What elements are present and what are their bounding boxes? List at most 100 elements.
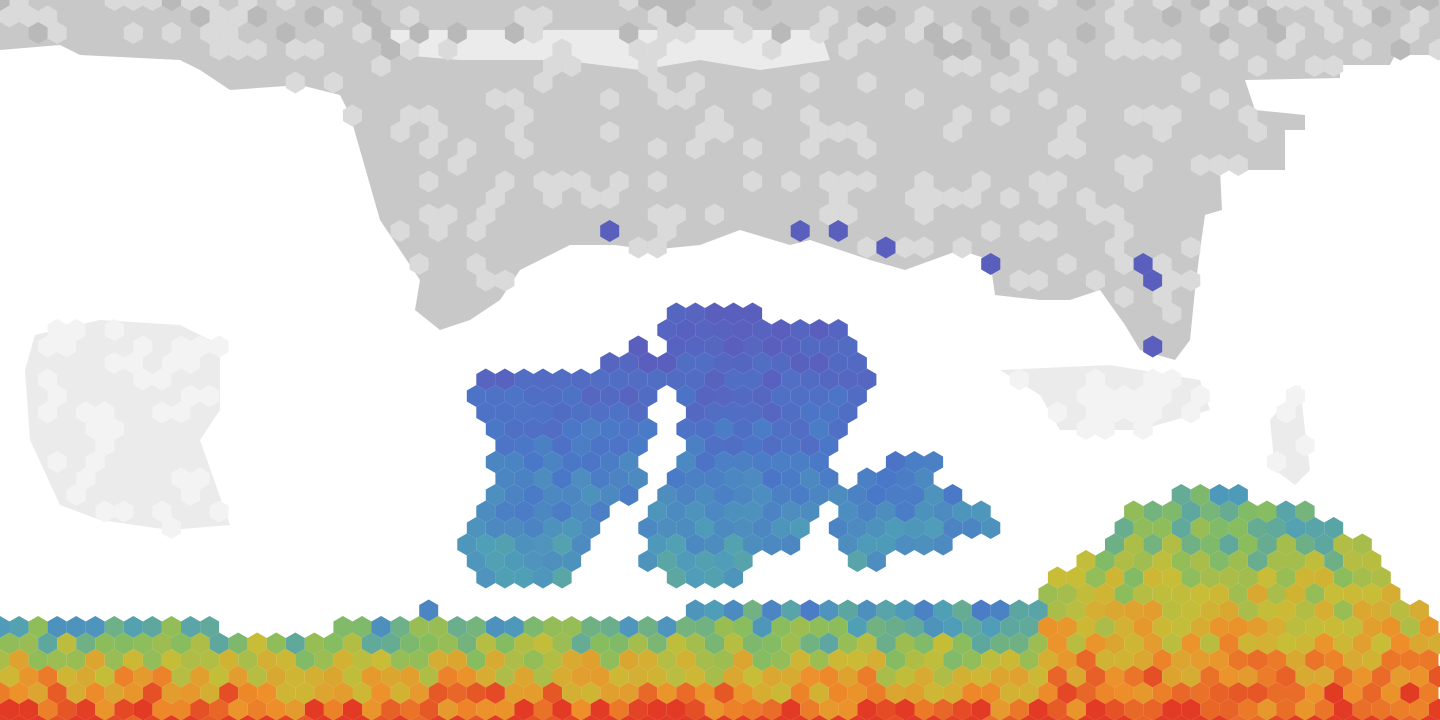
pale-hex-cell xyxy=(1105,401,1125,424)
south-hex-cell xyxy=(0,682,10,704)
south-hex-cell xyxy=(867,715,886,720)
cold-hex-cell xyxy=(552,566,572,589)
south-hex-cell xyxy=(9,649,29,671)
ice-hex-cell xyxy=(1257,5,1277,28)
ice-hex-cell xyxy=(285,71,305,94)
south-hex-cell xyxy=(152,632,172,655)
warm-hex-cell xyxy=(1171,616,1191,638)
warm-hex-cell xyxy=(1047,698,1067,720)
cold-hex-cell xyxy=(733,550,753,572)
south-hex-cell xyxy=(609,665,629,688)
ice-hex-cell xyxy=(543,55,563,77)
cold-hex-cell xyxy=(504,451,524,473)
south-hex-cell xyxy=(885,616,905,638)
pale-hex-cell xyxy=(1133,385,1153,407)
cold-hex-cell xyxy=(724,500,743,523)
cold-hex-cell xyxy=(485,517,505,539)
cold-hex-cell xyxy=(533,500,553,523)
warm-hex-cell xyxy=(1228,583,1248,605)
cold-hex-cell xyxy=(666,302,686,325)
cold-hex-cell xyxy=(676,451,696,473)
ice-hex-cell xyxy=(1162,302,1182,325)
south-hex-cell xyxy=(0,649,10,671)
warm-hex-cell xyxy=(1057,682,1077,704)
cold-hex-cell xyxy=(733,418,753,440)
pale-hex-cell xyxy=(47,385,67,407)
south-hex-cell xyxy=(266,632,286,655)
warm-hex-cell xyxy=(1419,682,1439,704)
south-hex-cell xyxy=(800,665,820,688)
ice-hex-cell xyxy=(1076,0,1096,11)
cold-hex-cell xyxy=(933,500,953,523)
cold-hex-cell xyxy=(771,517,791,539)
south-hex-cell xyxy=(619,682,639,704)
south-hex-cell xyxy=(1000,682,1020,704)
cold-hex-cell xyxy=(523,451,543,473)
cold-hex-cell xyxy=(600,220,620,242)
south-hex-cell xyxy=(609,632,629,655)
ice-hex-cell xyxy=(952,236,972,259)
south-hex-cell xyxy=(76,698,96,720)
south-hex-cell xyxy=(1028,698,1048,720)
cold-hex-cell xyxy=(685,368,705,391)
warm-hex-cell xyxy=(1057,583,1077,605)
pale-hex-cell xyxy=(47,319,67,341)
south-hex-cell xyxy=(209,665,229,688)
ice-hex-cell xyxy=(857,5,877,28)
south-hex-cell xyxy=(1009,698,1029,720)
south-hex-cell xyxy=(714,682,734,704)
ice-hex-cell xyxy=(600,187,620,209)
south-hex-cell xyxy=(238,682,258,704)
south-hex-cell xyxy=(638,649,658,671)
cold-hex-cell xyxy=(476,533,496,556)
ice-hex-cell xyxy=(1152,121,1172,143)
south-hex-cell xyxy=(1401,715,1419,720)
warm-hex-cell xyxy=(1343,616,1363,638)
south-hex-cell xyxy=(952,698,972,720)
ice-hex-cell xyxy=(1066,137,1086,160)
ice-hex-cell xyxy=(1190,154,1210,176)
warm-hex-cell xyxy=(1352,632,1372,655)
south-hex-cell xyxy=(895,665,915,688)
warm-hex-cell xyxy=(1190,484,1210,506)
cold-hex-cell xyxy=(809,385,829,407)
south-hex-cell xyxy=(619,649,639,671)
cold-hex-cell xyxy=(800,368,820,391)
cold-hex-cell xyxy=(962,517,982,539)
south-hex-cell xyxy=(239,715,257,720)
ice-hex-cell xyxy=(809,22,829,44)
cold-hex-cell xyxy=(647,533,667,556)
cold-hex-cell xyxy=(523,484,543,506)
south-hex-cell xyxy=(1039,715,1057,720)
cold-hex-cell xyxy=(857,467,877,490)
south-hex-cell xyxy=(257,682,277,704)
cold-hex-cell xyxy=(552,500,572,523)
warm-hex-cell xyxy=(1267,550,1286,572)
cold-hex-cell xyxy=(847,352,867,374)
south-hex-cell xyxy=(409,616,429,638)
cold-hex-cell xyxy=(819,368,839,391)
south-hex-cell xyxy=(124,715,143,720)
cold-hex-cell xyxy=(771,484,791,506)
cold-hex-cell xyxy=(933,533,953,556)
pale-hex-cell xyxy=(114,500,134,523)
south-hex-cell xyxy=(734,715,752,720)
ice-hex-cell xyxy=(1162,104,1182,127)
ice-hex-cell xyxy=(914,5,934,28)
warm-hex-cell xyxy=(1209,517,1229,539)
ice-hex-cell xyxy=(714,121,734,143)
warm-hex-cell xyxy=(1181,533,1201,556)
ice-hex-cell xyxy=(323,71,343,94)
cold-hex-cell xyxy=(476,566,496,589)
south-hex-cell xyxy=(323,632,343,655)
warm-hex-cell xyxy=(1162,500,1182,523)
south-hex-cell xyxy=(47,616,67,638)
ice-hex-cell xyxy=(438,38,458,61)
ice-hex-cell xyxy=(342,104,362,127)
cold-hex-cell xyxy=(790,418,810,440)
ice-hex-cell xyxy=(619,22,639,44)
ice-hex-cell xyxy=(647,137,667,160)
warm-hex-cell xyxy=(1200,599,1220,622)
